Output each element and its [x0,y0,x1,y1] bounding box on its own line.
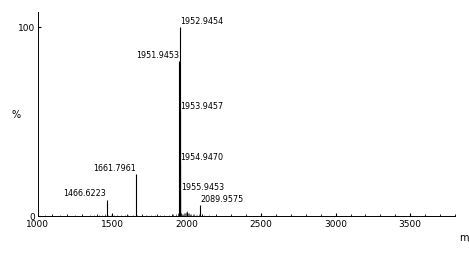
Text: 1954.9470: 1954.9470 [181,152,224,161]
Text: 2089.9575: 2089.9575 [201,194,244,203]
Text: 1951.9453: 1951.9453 [136,50,179,59]
Text: 1955.9453: 1955.9453 [181,182,224,191]
Text: 1953.9457: 1953.9457 [181,101,224,110]
Text: 1466.6223: 1466.6223 [63,189,106,198]
Text: 1661.7961: 1661.7961 [93,163,136,172]
Text: 1952.9454: 1952.9454 [180,17,223,25]
Y-axis label: %: % [12,109,21,119]
Text: m/z: m/z [459,232,469,242]
